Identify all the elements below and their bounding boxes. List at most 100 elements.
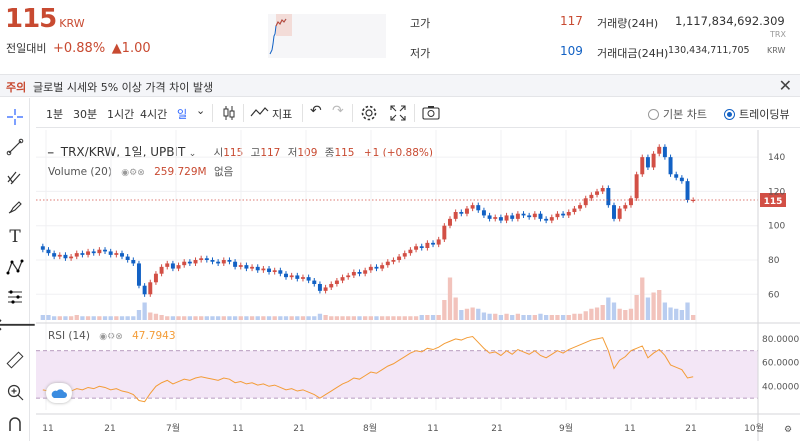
volume-bar [498, 315, 504, 320]
fib-tool-icon[interactable] [4, 166, 26, 188]
symbol-name[interactable]: TRX/KRW, 1일, UPBIT [60, 145, 186, 159]
candle [459, 212, 464, 214]
candle [408, 249, 413, 254]
volume-bar [312, 316, 317, 320]
tradingview-logo[interactable] [46, 383, 72, 403]
candle [589, 194, 594, 199]
ohlc-low-label: 저 [287, 147, 298, 159]
remove-icon[interactable]: ⊗ [115, 332, 123, 342]
volume-bar [623, 310, 628, 320]
rsi-indicator-value: 47.7943 [132, 330, 176, 342]
interval-4h[interactable]: 4시간 [140, 108, 168, 121]
candle [414, 246, 419, 250]
candle [374, 266, 379, 269]
pattern-icon[interactable] [4, 256, 26, 278]
axis-settings-icon[interactable]: ⚙ [784, 425, 792, 435]
candle [617, 208, 622, 219]
price-chart[interactable]: 115 140 120 100 80 60 80.0000 60.0000 40.0000 11 2… [36, 130, 800, 441]
indicators-button[interactable]: 지표 [272, 108, 293, 121]
volume-extra: 없음 [213, 166, 234, 178]
candle-style-icon[interactable] [222, 104, 236, 122]
candle [346, 275, 351, 278]
time-axis-label: 21 [293, 424, 304, 434]
magnet-icon[interactable] [4, 413, 26, 435]
basic-chart-option[interactable]: 기본 차트 [648, 106, 707, 122]
candle [153, 273, 158, 283]
volume-bar [244, 316, 249, 320]
volume-bar [493, 313, 498, 320]
eye-icon[interactable]: ◉ [121, 168, 130, 178]
candle [566, 212, 571, 216]
volume-bar [674, 308, 679, 320]
volume-bar [379, 316, 385, 320]
ruler-icon[interactable] [4, 349, 26, 371]
amount-24h-value: 130,434,711,705 [668, 45, 750, 56]
candle [334, 280, 339, 284]
change-percent: +0.88% [52, 41, 106, 56]
chevron-down-icon[interactable]: ⌄ [196, 104, 206, 117]
volume-bar [577, 313, 583, 320]
candle [289, 275, 294, 278]
ohlc-high: 117 [260, 147, 281, 159]
camera-icon[interactable] [422, 105, 440, 120]
low-label: 저가 [410, 47, 431, 60]
interval-1h[interactable]: 1시간 [107, 108, 135, 121]
back-arrow-icon[interactable]: 🡐 [0, 315, 37, 334]
brush-icon[interactable] [4, 196, 26, 218]
volume-bar [368, 316, 373, 320]
price-axis-label: 120 [768, 187, 785, 197]
notice-message: 글로벌 시세와 5% 이상 가격 차이 발생 [33, 81, 214, 94]
fullscreen-icon[interactable] [390, 105, 406, 121]
crosshair-icon[interactable] [4, 106, 26, 128]
volume-indicator-label[interactable]: Volume (20) [48, 166, 112, 178]
collapse-icon[interactable]: ━ [48, 149, 54, 159]
interval-day[interactable]: 일 [177, 108, 188, 121]
volume-bar [51, 316, 57, 320]
tradingview-option[interactable]: 트레이딩뷰 [724, 106, 790, 122]
ohlc-open-label: 시 [213, 147, 224, 159]
settings-gear-icon[interactable] [360, 104, 378, 122]
remove-icon[interactable]: ⊗ [137, 168, 145, 178]
volume-bar [193, 316, 198, 320]
candle [583, 198, 588, 206]
volume-bar [549, 315, 554, 320]
zoom-in-icon[interactable] [4, 381, 26, 403]
candle [453, 212, 458, 219]
prediction-icon[interactable] [4, 286, 26, 308]
volume-bar [413, 316, 419, 320]
volume-bar [283, 316, 289, 320]
radio-icon[interactable] [648, 109, 659, 120]
volume-bar [402, 316, 407, 320]
volume-bar [102, 316, 108, 320]
rsi-indicator-label[interactable]: RSI (14) [48, 330, 90, 342]
settings-icon[interactable]: ⚙ [129, 168, 138, 178]
volume-bar [199, 316, 204, 320]
time-axis-label: 10월 [744, 422, 764, 434]
undo-icon[interactable]: ↶ [310, 103, 322, 119]
candle [481, 210, 486, 216]
close-icon[interactable]: ✕ [778, 76, 792, 95]
candle [176, 265, 181, 269]
radio-selected-icon[interactable] [724, 109, 735, 120]
redo-icon[interactable]: ↷ [332, 103, 344, 119]
text-tool-icon[interactable]: T [9, 227, 21, 247]
volume-bar [334, 316, 340, 320]
indicator-icon[interactable] [250, 105, 270, 119]
candle [578, 205, 583, 209]
interval-1m[interactable]: 1분 [46, 108, 64, 121]
volume-bar [40, 315, 45, 320]
volume-bar [640, 277, 645, 320]
time-axis-label: 11 [624, 424, 635, 434]
high-value: 117 [560, 14, 583, 28]
candle [108, 251, 113, 255]
candle [182, 261, 187, 266]
volume-bar [204, 316, 209, 320]
interval-30m[interactable]: 30분 [73, 108, 98, 121]
eye-icon[interactable]: ◉ [99, 332, 108, 342]
time-axis-label: 21 [491, 424, 502, 434]
volume-bar [272, 316, 277, 320]
trend-line-icon[interactable] [4, 136, 26, 158]
candle [640, 157, 645, 175]
volume-bar [108, 316, 113, 320]
chevron-down-icon[interactable]: ⌄ [188, 149, 197, 159]
